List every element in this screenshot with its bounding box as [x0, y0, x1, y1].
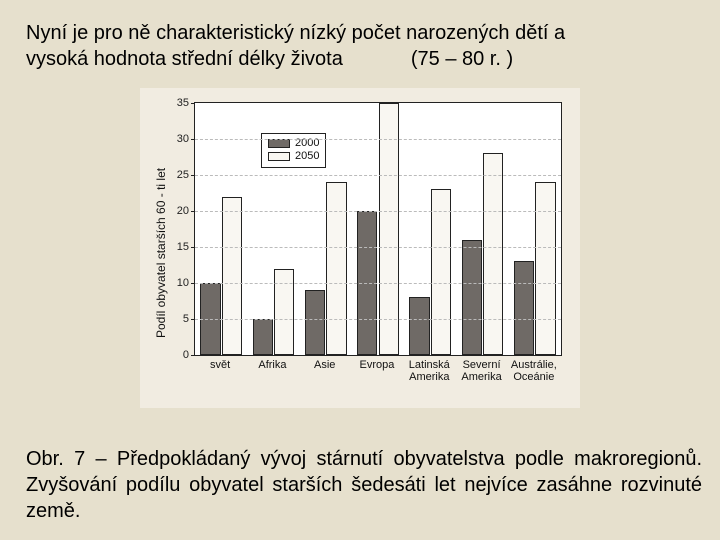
- legend-item: 2050: [268, 150, 319, 163]
- ytick-mark: [191, 211, 195, 212]
- intro-paragraph: Nyní je pro ně charakteristický nízký po…: [22, 20, 706, 72]
- ytick-mark: [191, 247, 195, 248]
- ytick-label: 5: [183, 313, 189, 325]
- ytick-mark: [191, 175, 195, 176]
- x-axis-label: svět: [194, 360, 246, 372]
- bar-2050: [222, 197, 242, 355]
- bar-2000: [253, 319, 273, 355]
- ytick-label: 0: [183, 349, 189, 361]
- intro-line-1: Nyní je pro ně charakteristický nízký po…: [26, 20, 702, 46]
- bar-2000: [462, 240, 482, 355]
- intro-line-2-right: (75 – 80 r. ): [411, 46, 513, 72]
- x-axis-label: Asie: [299, 360, 351, 372]
- ytick-mark: [191, 139, 195, 140]
- gridline: [195, 211, 561, 212]
- gridline: [195, 175, 561, 176]
- bars-layer: [195, 103, 561, 355]
- figure-7-chart: Podíl obyvatel starších 60 - ti let 2000…: [140, 88, 580, 408]
- legend-swatch: [268, 139, 290, 148]
- gridline: [195, 283, 561, 284]
- x-axis-label: SeverníAmerika: [455, 360, 507, 383]
- bar-2050: [274, 269, 294, 355]
- bar-2050: [483, 153, 503, 355]
- ytick-mark: [191, 355, 195, 356]
- bar-2000: [514, 261, 534, 355]
- bar-2050: [326, 182, 346, 355]
- ytick-label: 35: [177, 97, 189, 109]
- slide-page: Nyní je pro ně charakteristický nízký po…: [0, 0, 720, 540]
- bar-2000: [305, 290, 325, 355]
- bar-2000: [409, 297, 429, 355]
- plot-area: 20002050 05101520253035: [194, 102, 562, 356]
- figure-caption: Obr. 7 – Předpokládaný vývoj stárnutí ob…: [22, 446, 706, 524]
- bar-2050: [379, 103, 399, 355]
- ytick-label: 15: [177, 241, 189, 253]
- ytick-label: 20: [177, 205, 189, 217]
- bar-2050: [431, 189, 451, 355]
- ytick-label: 25: [177, 169, 189, 181]
- intro-line-2-left: vysoká hodnota střední délky života: [26, 46, 343, 72]
- bar-2050: [535, 182, 555, 355]
- x-axis-label: Evropa: [351, 360, 403, 372]
- gridline: [195, 139, 561, 140]
- ytick-mark: [191, 283, 195, 284]
- legend-label: 2050: [295, 150, 319, 163]
- ytick-label: 10: [177, 277, 189, 289]
- intro-line-2: vysoká hodnota střední délky života (75 –…: [26, 46, 702, 72]
- ytick-mark: [191, 319, 195, 320]
- gridline: [195, 247, 561, 248]
- x-axis-label: Austrálie,Oceánie: [508, 360, 560, 383]
- y-axis-label: Podíl obyvatel starších 60 - ti let: [154, 168, 168, 338]
- ytick-mark: [191, 103, 195, 104]
- gridline: [195, 319, 561, 320]
- ytick-label: 30: [177, 133, 189, 145]
- x-axis-label: LatinskáAmerika: [403, 360, 455, 383]
- x-axis-label: Afrika: [246, 360, 298, 372]
- legend-swatch: [268, 152, 290, 161]
